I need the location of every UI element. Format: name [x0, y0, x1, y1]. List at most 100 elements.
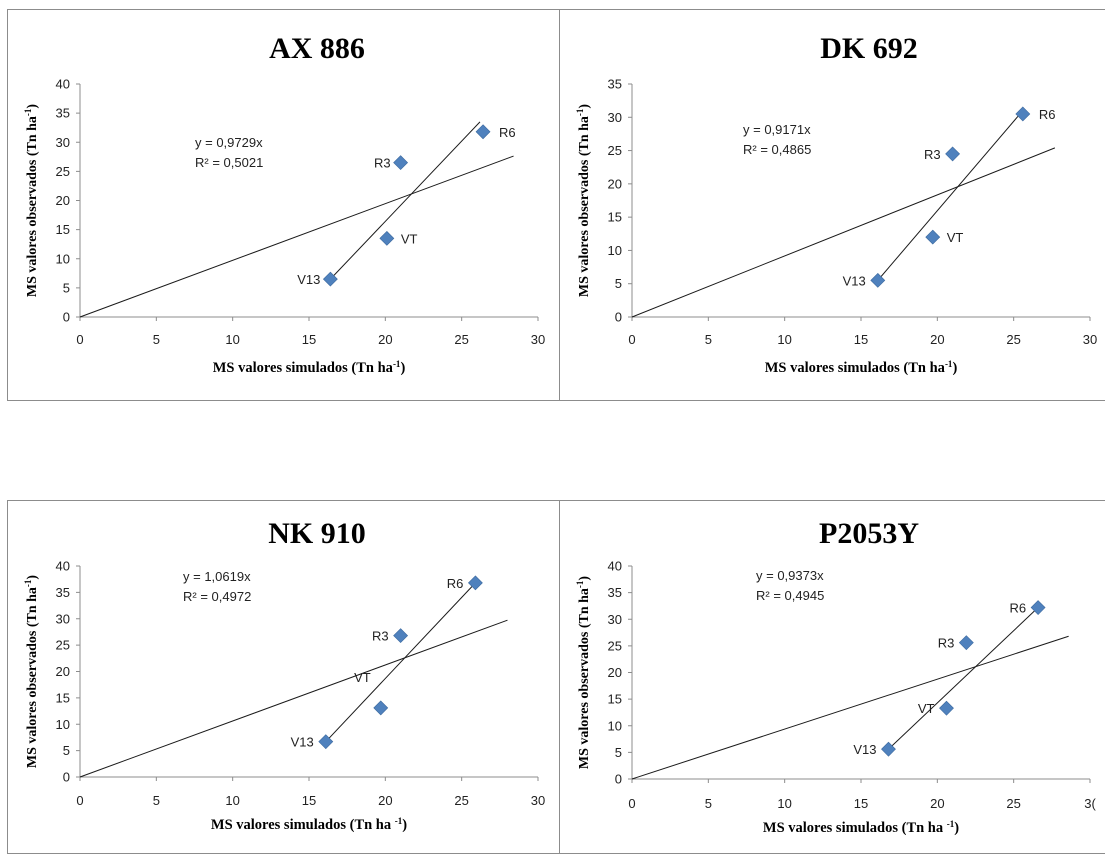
y-tick-label: 30: [608, 110, 622, 125]
x-axis-label-text: MS valores simulados (Tn ha: [211, 817, 395, 833]
x-axis-label-close: ): [952, 360, 957, 376]
y-tick-label: 35: [608, 585, 622, 600]
y-tick-label: 10: [56, 251, 70, 266]
chart-svg: NK 910 0 5 10 15 20 25 30 0 5 10 15 20 25 30 35 40 MS val…: [23, 517, 545, 833]
y-axis-label-close: ): [577, 104, 592, 109]
y-tick-label: 25: [608, 638, 622, 653]
x-tick-label: 30: [531, 793, 545, 808]
fit-line: [330, 121, 481, 280]
x-tick-label: 0: [628, 332, 635, 347]
x-axis-label: MS valores simulados (Tn ha -1): [763, 819, 959, 836]
x-tick-label: 5: [705, 332, 712, 347]
x-axis-label-close: ): [400, 360, 405, 376]
y-tick-label: 20: [608, 665, 622, 680]
x-tick-label: 25: [1006, 796, 1020, 811]
chart-title: AX 886: [269, 32, 365, 65]
chart-svg: AX 886 0 5 10 15 20 25 30 0 5 10 15 20 25 30 35 40 MS val…: [23, 32, 545, 376]
x-axis-label-text: MS valores simulados (Tn ha: [213, 360, 394, 376]
r-squared-label: R² = 0,5021: [195, 155, 263, 170]
x-tick-label: 30: [1083, 332, 1097, 347]
x-tick-label: 0: [628, 796, 635, 811]
data-label-vt: VT: [401, 231, 418, 246]
x-tick-label: 15: [854, 332, 868, 347]
r-squared-label: R² = 0,4972: [183, 589, 251, 604]
x-axis-label-text: MS valores simulados (Tn ha: [765, 360, 946, 376]
y-tick-label: 40: [608, 559, 622, 574]
y-tick-label: 35: [56, 106, 70, 121]
data-label-v13: V13: [297, 272, 320, 287]
x-tick-label: 5: [153, 793, 160, 808]
y-tick-label: 5: [63, 743, 70, 758]
y-axis-label-close: ): [577, 576, 592, 581]
trendline-equation: y = 0,9171x: [743, 122, 811, 137]
data-point-r3: [958, 635, 974, 651]
y-tick-label: 0: [615, 310, 622, 325]
x-tick-label: 15: [302, 332, 316, 347]
y-tick-label: 15: [608, 210, 622, 225]
y-axis-label: MS valores observados (Tn ha-1): [23, 575, 40, 768]
y-tick-label: 35: [608, 77, 622, 92]
y-axis-label-text: MS valores observados (Tn ha: [577, 116, 592, 297]
y-axis-label: MS valores observados (Tn ha-1): [23, 104, 40, 297]
data-label-r6: R6: [1009, 601, 1026, 616]
trendline-through-origin: [79, 619, 508, 778]
y-tick-label: 0: [63, 770, 70, 785]
y-tick-label: 10: [56, 717, 70, 732]
data-label-vt: VT: [354, 670, 371, 685]
x-axis-label-superscript: -1: [947, 819, 955, 829]
data-point-r6: [1030, 600, 1046, 615]
data-point-vt: [379, 230, 395, 246]
x-axis-label-close: ): [402, 817, 407, 833]
fit-line: [877, 110, 1024, 281]
x-tick-label: 10: [777, 332, 791, 347]
x-tick-label: 30: [531, 332, 545, 347]
y-tick-label: 30: [608, 612, 622, 627]
x-tick-label: 3(: [1084, 796, 1096, 811]
x-tick-label: 5: [153, 332, 160, 347]
data-label-vt: VT: [947, 230, 964, 245]
x-tick-label: 0: [76, 332, 83, 347]
data-label-v13: V13: [853, 742, 876, 757]
y-axis-label-text: MS valores observados (Tn ha: [25, 587, 40, 768]
x-axis-label: MS valores simulados (Tn ha -1): [211, 816, 407, 833]
x-axis-label-superscript: -1: [393, 359, 401, 369]
y-axis-label-close: ): [25, 104, 40, 109]
y-tick-label: 0: [63, 310, 70, 325]
data-point-v13: [322, 271, 338, 287]
y-axis-label-close: ): [25, 575, 40, 580]
y-tick-label: 30: [56, 611, 70, 626]
y-axis-label-superscript: -1: [575, 580, 585, 588]
y-tick-label: 25: [56, 638, 70, 653]
data-point-v13: [318, 734, 334, 750]
chart-panel-nk910: NK 910 0 5 10 15 20 25 30 0 5 10 15 20 25 30 35 40 MS val…: [7, 500, 561, 854]
y-tick-label: 40: [56, 559, 70, 574]
data-label-r3: R3: [938, 636, 955, 651]
y-tick-label: 5: [615, 276, 622, 291]
x-tick-label: 25: [454, 332, 468, 347]
data-point-r3: [393, 155, 409, 171]
data-label-r6: R6: [447, 576, 464, 591]
y-tick-label: 25: [56, 164, 70, 179]
y-tick-label: 15: [56, 222, 70, 237]
y-axis-label-superscript: -1: [575, 108, 585, 116]
x-tick-label: 10: [225, 793, 239, 808]
data-label-r6: R6: [499, 125, 516, 140]
data-point-r3: [393, 628, 409, 644]
x-tick-label: 20: [378, 332, 392, 347]
y-axis-label-text: MS valores observados (Tn ha: [577, 588, 592, 769]
data-label-r6: R6: [1039, 107, 1056, 122]
chart-title: DK 692: [820, 32, 918, 65]
x-tick-label: 20: [930, 332, 944, 347]
data-point-r3: [945, 146, 961, 162]
y-tick-label: 25: [608, 143, 622, 158]
data-point-vt: [939, 700, 954, 716]
x-tick-label: 20: [378, 793, 392, 808]
r-squared-label: R² = 0,4865: [743, 142, 811, 157]
data-label-r3: R3: [924, 147, 941, 162]
y-tick-label: 40: [56, 77, 70, 92]
y-tick-label: 15: [56, 690, 70, 705]
data-point-r6: [467, 575, 483, 591]
trendline-equation: y = 0,9373x: [756, 568, 824, 583]
y-tick-label: 0: [615, 772, 622, 787]
fit-line: [325, 582, 476, 743]
